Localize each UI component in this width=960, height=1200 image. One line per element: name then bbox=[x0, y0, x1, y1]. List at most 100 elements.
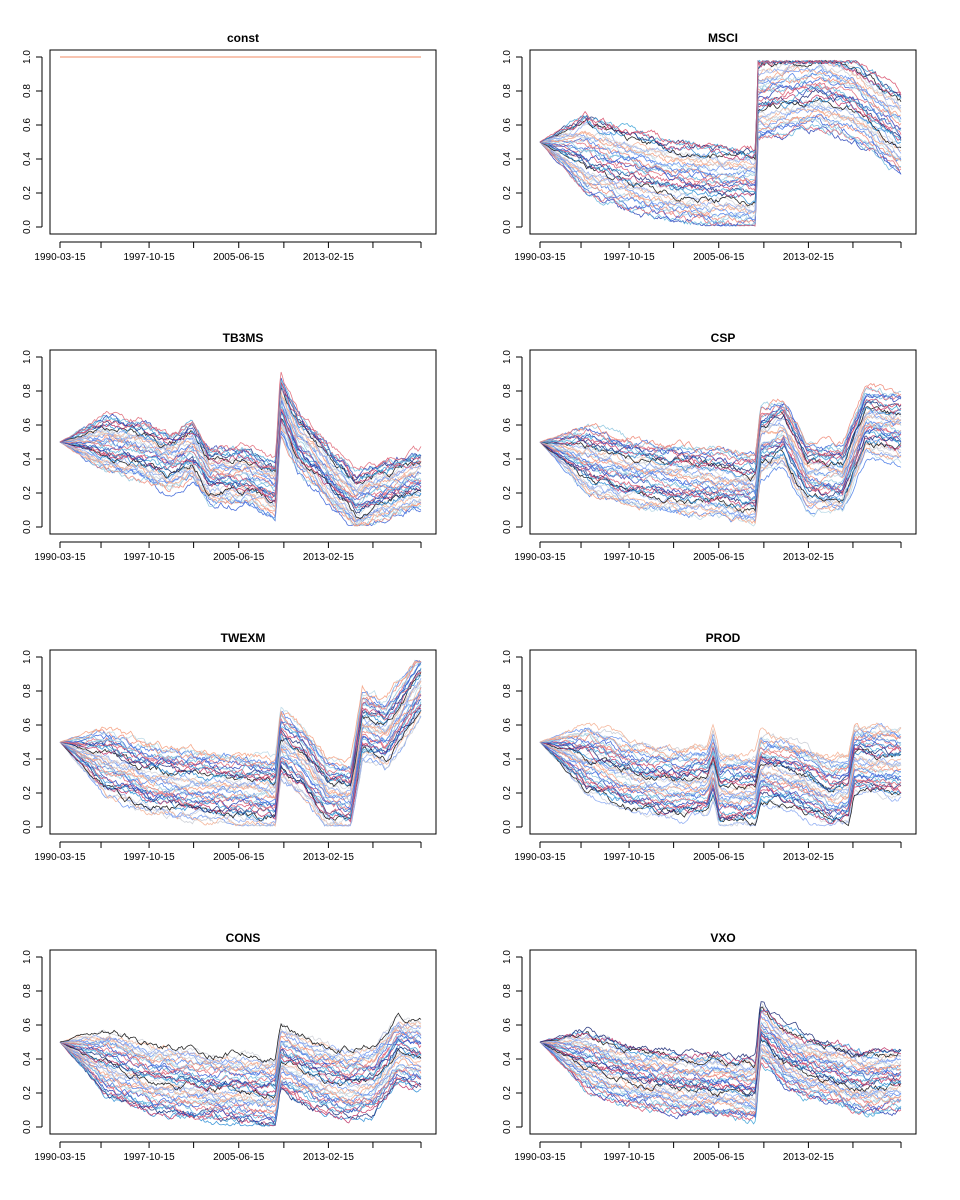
y-tick-label: 0.8 bbox=[502, 684, 513, 698]
chart-panel-vxo: VXO 1990-03-15 1997-10-15 2005-06-15 2013-02… bbox=[480, 900, 960, 1200]
x-tick-label: 1990-03-15 bbox=[34, 1152, 86, 1163]
series-line bbox=[539, 741, 902, 815]
chart-title: PROD bbox=[706, 631, 741, 645]
series-line bbox=[540, 736, 902, 779]
y-tick-label: 0.0 bbox=[502, 1120, 513, 1134]
x-tick-label: 1990-03-15 bbox=[514, 552, 566, 563]
series-line bbox=[539, 741, 902, 800]
series-line bbox=[59, 418, 422, 519]
y-tick-label: 0.0 bbox=[22, 220, 33, 234]
series-line bbox=[539, 401, 902, 475]
y-tick-label: 0.2 bbox=[502, 1086, 513, 1100]
series-line bbox=[539, 1033, 902, 1098]
chart-svg: VXO 1990-03-15 1997-10-15 2005-06-15 2013-02… bbox=[502, 931, 917, 1163]
series-line bbox=[539, 123, 902, 227]
series-line bbox=[59, 391, 422, 493]
series-line bbox=[539, 441, 902, 527]
series-line bbox=[539, 59, 902, 153]
series-group bbox=[539, 382, 902, 527]
series-line bbox=[59, 711, 422, 827]
y-tick-label: 0.4 bbox=[22, 1052, 33, 1066]
series-line bbox=[539, 441, 902, 524]
y-tick-label: 0.6 bbox=[22, 718, 33, 732]
plot-frame bbox=[49, 949, 437, 1135]
y-tick-label: 0.0 bbox=[22, 1120, 33, 1134]
y-tick-label: 0.4 bbox=[502, 152, 513, 166]
y-tick-label: 0.0 bbox=[502, 220, 513, 234]
series-line bbox=[59, 1021, 422, 1066]
series-line bbox=[59, 1041, 422, 1105]
y-tick-label: 0.8 bbox=[22, 984, 33, 998]
series-line bbox=[539, 737, 902, 778]
series-line bbox=[59, 671, 422, 787]
series-line bbox=[539, 411, 902, 488]
chart-panel-csp: CSP 1990-03-15 1997-10-15 2005-06-15 2013-02… bbox=[480, 300, 960, 600]
y-tick-label: 0.0 bbox=[22, 520, 33, 534]
series-line bbox=[59, 426, 422, 527]
series-line bbox=[539, 408, 902, 482]
x-tick-label: 2013-02-15 bbox=[783, 552, 835, 563]
series-line bbox=[539, 77, 902, 186]
y-tick-label: 1.0 bbox=[502, 950, 513, 964]
y-tick-label: 1.0 bbox=[502, 650, 513, 664]
x-tick-label: 2013-02-15 bbox=[303, 852, 355, 863]
plot-frame bbox=[49, 649, 437, 835]
y-tick-label: 0.6 bbox=[22, 118, 33, 132]
x-tick-label: 2005-06-15 bbox=[693, 252, 745, 263]
y-tick-label: 0.2 bbox=[22, 486, 33, 500]
y-tick-label: 0.8 bbox=[502, 384, 513, 398]
x-tick-label: 2013-02-15 bbox=[303, 552, 355, 563]
series-group bbox=[59, 371, 422, 527]
chart-title: MSCI bbox=[708, 31, 738, 45]
y-tick-label: 1.0 bbox=[502, 350, 513, 364]
y-tick-label: 0.6 bbox=[22, 1018, 33, 1032]
series-line bbox=[59, 420, 422, 523]
series-line bbox=[539, 741, 902, 812]
chart-title: TB3MS bbox=[223, 331, 264, 345]
series-line bbox=[540, 1015, 902, 1078]
chart-panel-msci: MSCI 1990-03-15 1997-10-15 2005-06-15 2013-0… bbox=[480, 0, 960, 300]
series-line bbox=[539, 723, 902, 764]
series-line bbox=[539, 114, 902, 224]
y-tick-label: 0.4 bbox=[502, 452, 513, 466]
series-line bbox=[539, 82, 902, 187]
chart-svg: CONS 1990-03-15 1997-10-15 2005-06-15 2013-0… bbox=[22, 931, 437, 1163]
y-tick-label: 0.2 bbox=[502, 486, 513, 500]
x-tick-label: 2005-06-15 bbox=[693, 852, 745, 863]
series-line bbox=[539, 81, 902, 188]
series-line bbox=[59, 431, 422, 527]
series-line bbox=[539, 387, 902, 459]
y-tick-label: 0.6 bbox=[502, 118, 513, 132]
x-tick-label: 2005-06-15 bbox=[213, 852, 265, 863]
series-line bbox=[539, 741, 902, 825]
y-tick-label: 0.6 bbox=[502, 1018, 513, 1032]
series-line bbox=[539, 1034, 902, 1091]
y-tick-label: 1.0 bbox=[22, 350, 33, 364]
series-line bbox=[539, 59, 902, 170]
series-line bbox=[539, 84, 902, 192]
series-line bbox=[539, 408, 902, 485]
series-line bbox=[59, 1041, 422, 1107]
series-line bbox=[59, 405, 422, 507]
x-tick-label: 1990-03-15 bbox=[34, 552, 86, 563]
series-line bbox=[539, 59, 902, 161]
series-line bbox=[539, 60, 902, 166]
x-tick-label: 1997-10-15 bbox=[603, 852, 655, 863]
x-tick-label: 2005-06-15 bbox=[213, 1152, 265, 1163]
series-line bbox=[59, 383, 422, 486]
series-group bbox=[59, 659, 422, 827]
series-line bbox=[59, 660, 422, 771]
y-tick-label: 1.0 bbox=[502, 50, 513, 64]
series-line bbox=[539, 741, 902, 785]
series-line bbox=[539, 730, 902, 772]
series-line bbox=[59, 401, 422, 501]
chart-title: VXO bbox=[710, 931, 735, 945]
series-line bbox=[539, 1006, 902, 1069]
y-tick-label: 0.8 bbox=[22, 84, 33, 98]
series-line bbox=[59, 1041, 422, 1107]
series-line bbox=[539, 1032, 902, 1093]
series-line bbox=[59, 408, 422, 509]
series-line bbox=[539, 438, 902, 519]
series-line bbox=[539, 425, 902, 496]
x-tick-label: 1997-10-15 bbox=[123, 552, 175, 563]
